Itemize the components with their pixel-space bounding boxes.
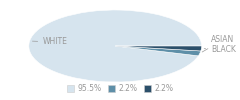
Wedge shape <box>29 10 202 82</box>
Text: WHITE: WHITE <box>32 38 68 46</box>
Wedge shape <box>115 46 202 51</box>
Text: ASIAN: ASIAN <box>202 36 234 52</box>
Wedge shape <box>115 46 201 56</box>
Legend: 95.5%, 2.2%, 2.2%: 95.5%, 2.2%, 2.2% <box>64 81 176 96</box>
Text: BLACK: BLACK <box>204 46 236 54</box>
